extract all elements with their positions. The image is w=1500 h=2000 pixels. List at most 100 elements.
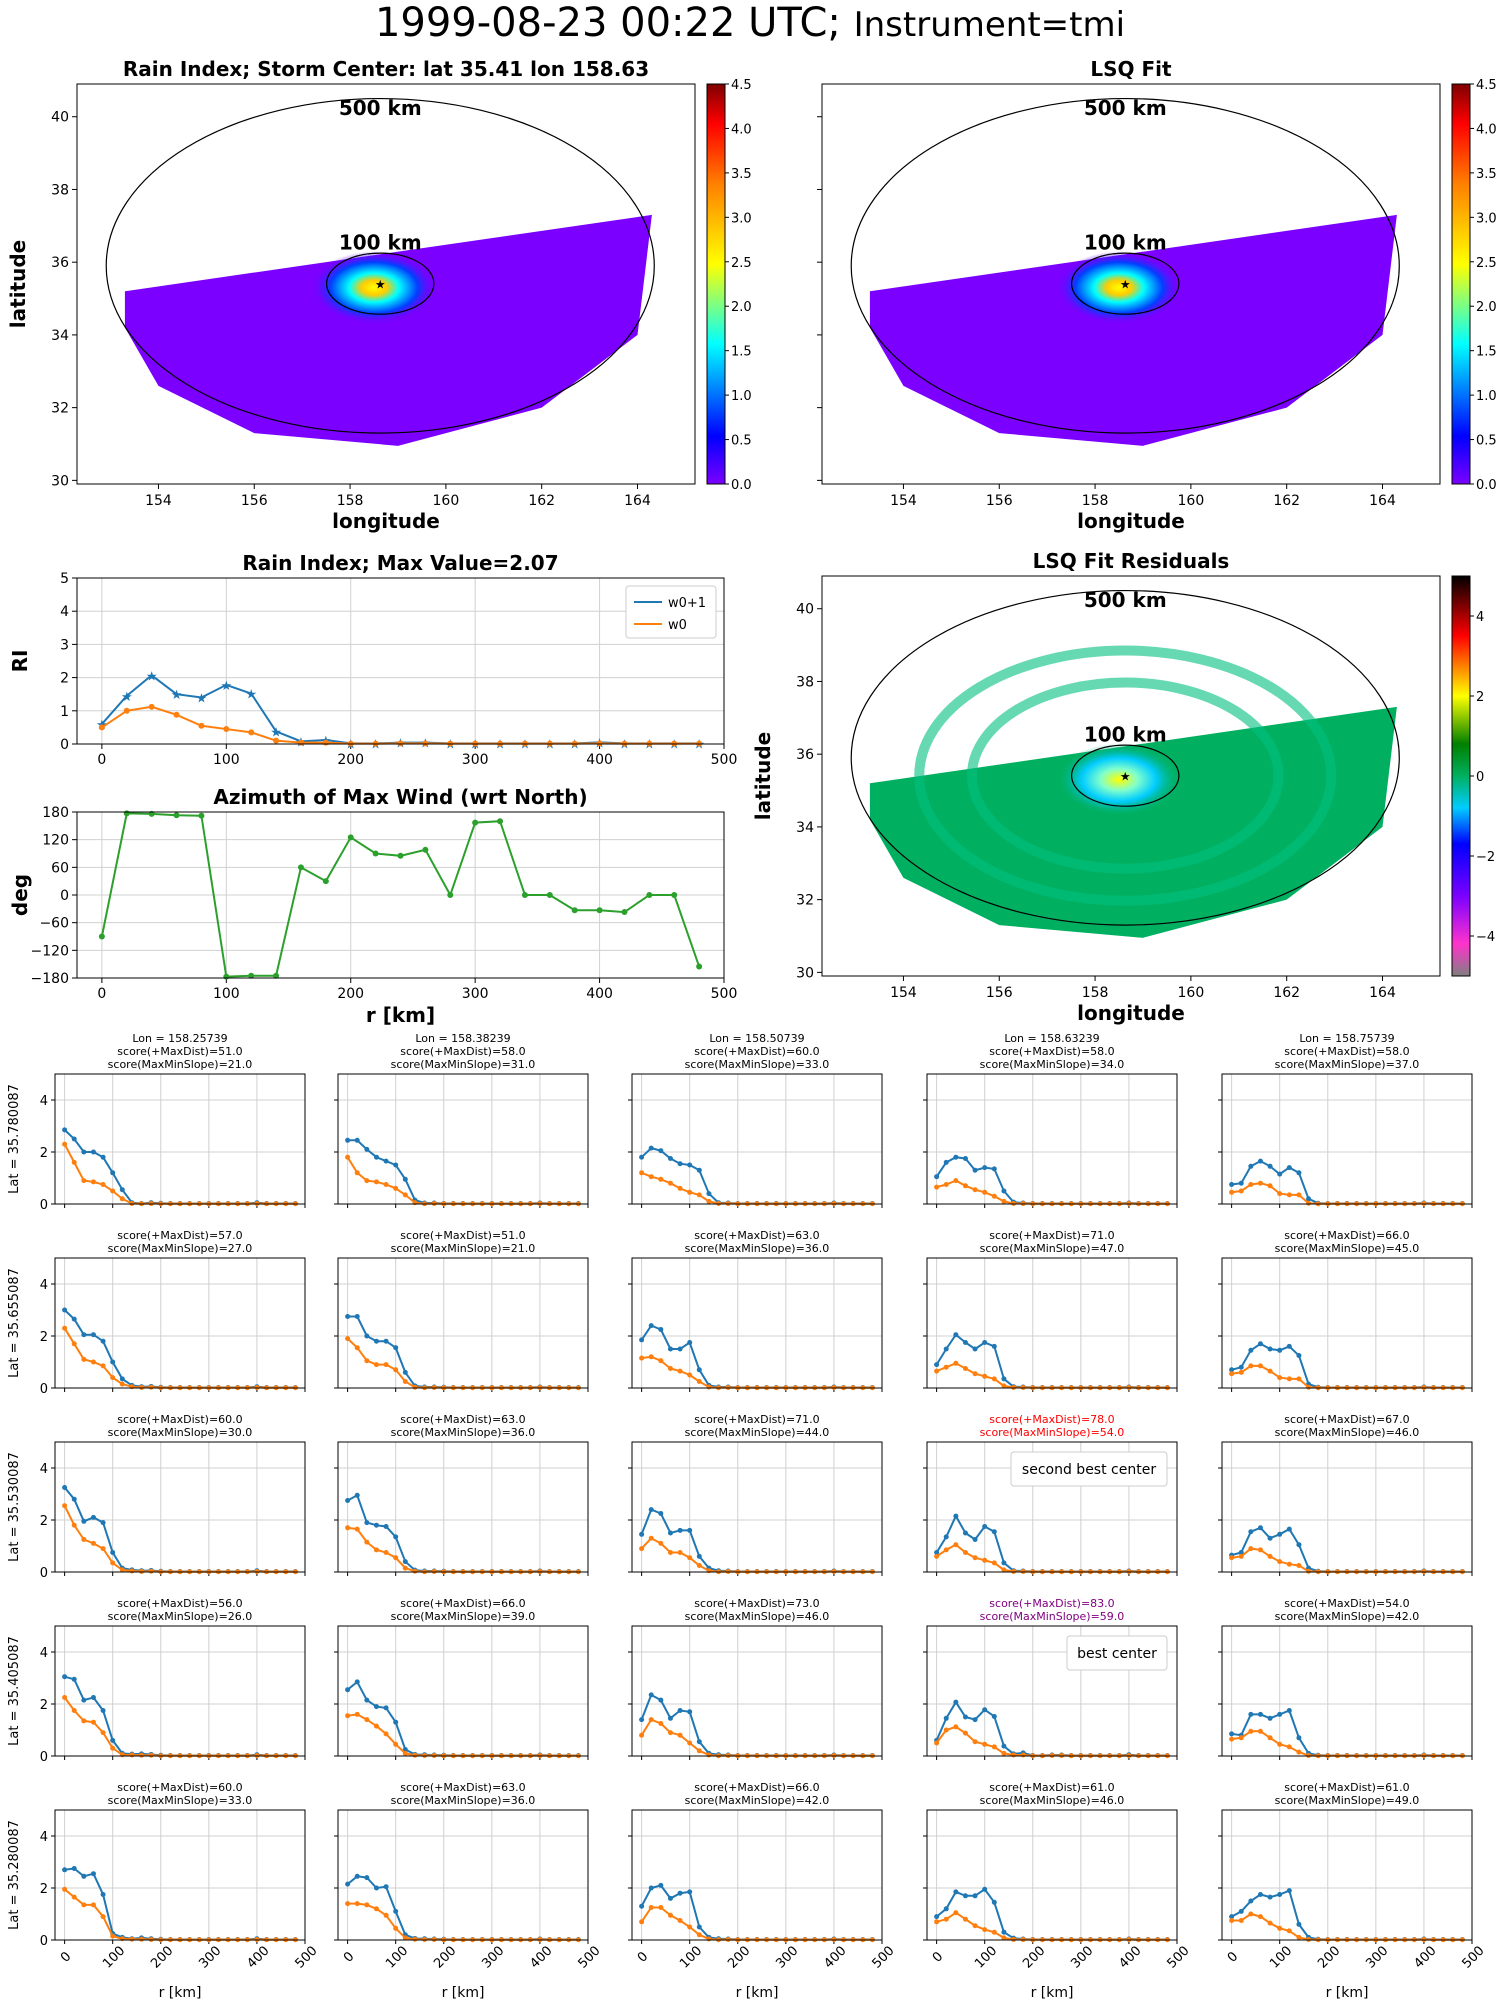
panel-point [1296,1735,1302,1741]
colorbar-tick-label: 4.5 [1476,78,1497,93]
panel-score-maxdist: score(+MaxDist)=60.0 [694,1045,819,1058]
panel-score-maxdist: score(+MaxDist)=66.0 [694,1781,819,1794]
y-tick-label: 0 [40,1566,48,1581]
panel-point [1248,1182,1254,1187]
panel-point [422,1936,428,1942]
data-point [297,864,304,871]
panel-point [393,1162,399,1168]
panel-point [1248,1898,1254,1904]
panel-frame [631,1441,883,1573]
panel-score-maxminslope: score(MaxMinSlope)=26.0 [108,1610,253,1623]
panel-point [706,1384,712,1390]
lsq-fit-map: 500 km 100 km ★ 154 156 158 160 162 164 LSQ Fit lo… [817,57,1497,533]
data-point [671,892,678,898]
data-point: ★ [121,690,133,705]
residual-ring [966,677,1284,874]
x-tick-label: 500 [292,1943,320,1971]
panel-point [687,1162,693,1168]
panel-point [1306,1200,1312,1206]
panel-point [431,1200,437,1206]
panel-point [62,1141,68,1147]
x-tick-label: 160 [1178,985,1205,1001]
data-point [696,963,703,970]
data-point [621,909,628,916]
panel-frame [926,1073,1178,1205]
panel-point [658,1148,664,1154]
panel-point [1296,1542,1302,1548]
map-ylabel: latitude [6,240,30,328]
panel-point [1296,1921,1302,1927]
panel-point [831,1752,837,1758]
panel-point [991,1166,997,1172]
panel-point [119,1196,125,1202]
y-tick-label: −120 [31,943,69,959]
azimuth-max-wind-chart: 0 100 200 300 400 500 180 120 60 0 −60 −120 −180 Azim… [8,785,737,1027]
panel-plot-area [338,1810,588,1940]
y-tick-label: 40 [51,110,69,126]
colorbar-tick-label: −4 [1476,930,1495,945]
panel-point [148,1936,154,1942]
panel-point [119,1381,125,1387]
panel-point [831,1936,837,1942]
x-tick-label: 160 [433,493,460,509]
panel-point [972,1371,978,1377]
panel-point [962,1550,968,1555]
panel-point [373,1362,379,1368]
panel-point [696,1932,702,1938]
panel-point [90,1149,96,1155]
ring-label-100km: 100 km [1084,722,1167,746]
panel-point [648,1885,654,1891]
panel-point [639,1903,645,1909]
map-frame [821,575,1441,977]
data-point [98,933,105,940]
panel-point [71,1159,77,1165]
x-tick-label: 500 [869,1943,897,1971]
panel-point [383,1524,389,1529]
panel-point [254,1936,260,1942]
map-frame [821,83,1441,485]
panel-point [658,1882,664,1888]
panel-plot-area [632,1626,882,1756]
panel-point [953,1154,959,1160]
panel-point [373,1338,379,1344]
panel-point [962,1183,968,1189]
score-panel: score(+MaxDist)=71.0score(MaxMinSlope)=4… [628,1413,883,1576]
storm-center-star: ★ [375,278,386,292]
data-point [223,726,230,733]
panel-point [1286,1165,1292,1171]
x-tick-label: 300 [1363,1943,1391,1971]
panel-point [648,1354,654,1360]
panel-point [90,1695,96,1700]
legend-label: w0 [668,618,687,633]
panel-point [1248,1911,1254,1917]
panel-point [1229,1918,1235,1923]
panel-point [393,1534,399,1540]
panel-point [71,1341,77,1347]
swath-area [124,214,652,446]
x-tick-label: 100 [213,752,240,768]
panel-score-maxminslope: score(MaxMinSlope)=42.0 [1275,1610,1420,1623]
panel-point [982,1707,988,1713]
panel-point [982,1165,988,1171]
panel-point [373,1179,379,1185]
panel-point [831,1384,837,1390]
panel-point [934,1740,940,1746]
panel-score-maxminslope: score(MaxMinSlope)=36.0 [685,1242,830,1255]
panel-point [1286,1526,1292,1532]
panel-frame [337,1809,589,1941]
panel-xlabel: r [km] [1031,1985,1074,2000]
panel-point [110,1550,116,1555]
ring-100km [325,252,435,315]
panel-frame [54,1257,306,1389]
panel-score-maxdist: score(+MaxDist)=51.0 [117,1045,242,1058]
panel-plot-area [1222,1810,1472,1940]
panel-score-maxdist: score(+MaxDist)=71.0 [694,1413,819,1426]
panel-point [119,1567,125,1573]
ring-label-100km: 100 km [1084,230,1167,254]
panel-point [677,1527,683,1533]
panel-point [639,1732,645,1738]
panel-point [90,1871,96,1877]
panel-point [677,1708,683,1713]
data-point [596,907,603,914]
